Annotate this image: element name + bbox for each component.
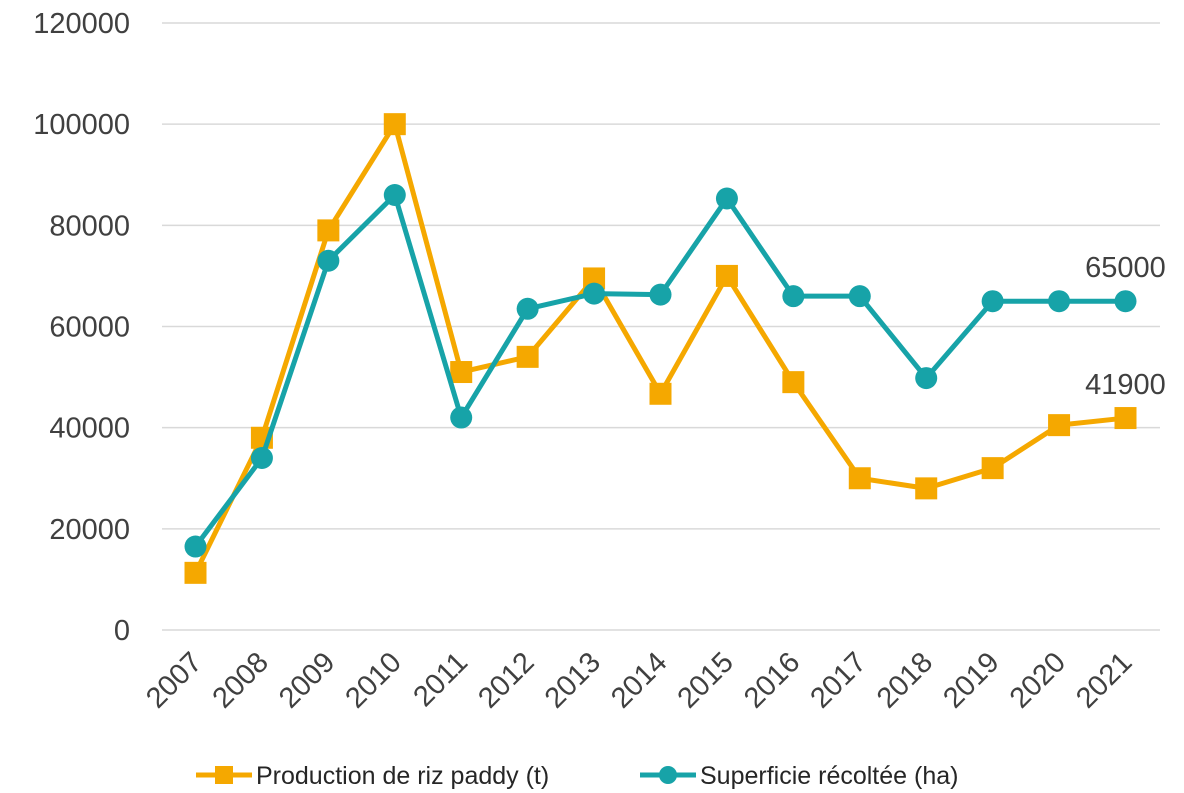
data-point bbox=[184, 535, 207, 558]
data-point bbox=[715, 187, 738, 210]
data-point bbox=[516, 297, 539, 320]
data-point bbox=[782, 285, 805, 308]
x-tick-label: 2009 bbox=[273, 646, 341, 714]
series-superficie bbox=[184, 183, 1137, 558]
series-group bbox=[184, 113, 1137, 584]
x-tick-label: 2010 bbox=[339, 646, 407, 714]
data-point bbox=[649, 382, 672, 405]
data-point bbox=[250, 447, 273, 470]
y-tick-label: 20000 bbox=[49, 514, 130, 546]
legend: Production de riz paddy (t) Superficie r… bbox=[196, 762, 958, 790]
legend-marker-square bbox=[215, 766, 233, 784]
data-point bbox=[317, 249, 340, 272]
data-label: 65000 bbox=[1085, 252, 1166, 284]
data-point bbox=[450, 406, 473, 429]
data-point bbox=[450, 361, 473, 384]
data-point bbox=[383, 113, 406, 136]
x-tick-label: 2008 bbox=[207, 646, 275, 714]
data-point bbox=[383, 183, 406, 206]
series-line bbox=[193, 192, 1126, 549]
x-tick-label: 2019 bbox=[937, 646, 1005, 714]
grid-lines bbox=[162, 22, 1160, 631]
legend-label-production: Production de riz paddy (t) bbox=[256, 762, 549, 790]
data-point bbox=[1048, 414, 1071, 437]
y-tick-label: 40000 bbox=[49, 413, 130, 445]
y-axis-ticks: 0 20000 40000 60000 80000 100000 120000 bbox=[33, 8, 130, 647]
legend-label-superficie: Superficie récoltée (ha) bbox=[700, 762, 958, 790]
data-point bbox=[715, 264, 738, 287]
data-point bbox=[184, 561, 207, 584]
data-point bbox=[782, 371, 805, 394]
data-point bbox=[981, 457, 1004, 480]
data-point bbox=[583, 267, 606, 290]
y-tick-label: 0 bbox=[114, 615, 130, 647]
legend-entry-production: Production de riz paddy (t) bbox=[196, 762, 549, 790]
y-tick-label: 80000 bbox=[49, 210, 130, 242]
series-line bbox=[193, 121, 1126, 574]
data-point bbox=[317, 219, 340, 242]
legend-entry-superficie: Superficie récoltée (ha) bbox=[640, 762, 958, 790]
data-point bbox=[915, 367, 938, 390]
data-labels: 41900 65000 bbox=[1085, 252, 1166, 401]
x-tick-label: 2011 bbox=[407, 646, 474, 713]
x-tick-label: 2017 bbox=[804, 646, 872, 714]
x-tick-label: 2007 bbox=[140, 646, 208, 714]
x-tick-label: 2013 bbox=[539, 646, 607, 714]
x-tick-label: 2014 bbox=[605, 646, 673, 714]
data-point bbox=[516, 345, 539, 368]
x-tick-label: 2015 bbox=[672, 646, 740, 714]
y-tick-label: 120000 bbox=[33, 8, 130, 40]
x-tick-label: 2012 bbox=[472, 646, 540, 714]
data-point bbox=[1114, 290, 1137, 313]
data-point bbox=[649, 283, 672, 306]
series-production bbox=[184, 113, 1137, 584]
data-point bbox=[1048, 290, 1071, 313]
data-label: 41900 bbox=[1085, 369, 1166, 401]
x-tick-label: 2018 bbox=[871, 646, 939, 714]
data-point bbox=[981, 290, 1004, 313]
x-tick-label: 2016 bbox=[738, 646, 806, 714]
data-point bbox=[848, 285, 871, 308]
y-tick-label: 60000 bbox=[49, 312, 130, 344]
x-tick-label: 2020 bbox=[1004, 646, 1072, 714]
data-point bbox=[915, 477, 938, 500]
data-point bbox=[1114, 407, 1137, 430]
y-tick-label: 100000 bbox=[33, 109, 130, 141]
data-point bbox=[583, 282, 606, 305]
legend-marker-circle bbox=[659, 766, 677, 784]
data-point bbox=[848, 467, 871, 490]
x-tick-label: 2021 bbox=[1070, 646, 1138, 714]
